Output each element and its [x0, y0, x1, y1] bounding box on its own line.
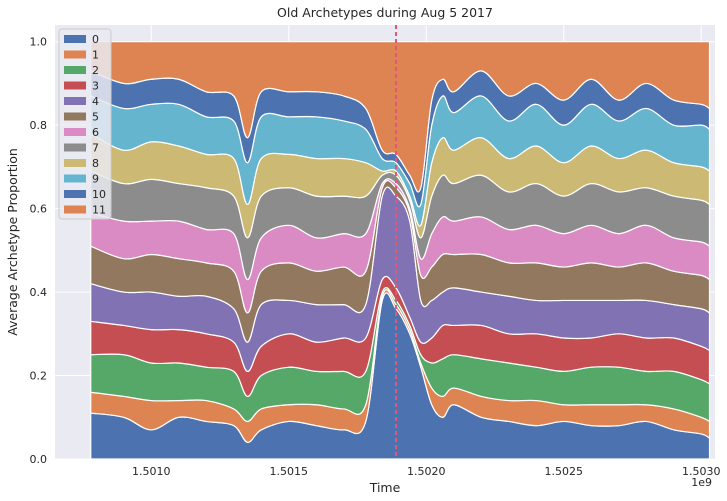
legend-swatch-10	[64, 190, 86, 198]
x-axis-ticks: 1.5010 1.5015 1.5020 1.5025 1.5030	[132, 465, 721, 478]
y-axis-label: Average Archetype Proportion	[5, 148, 20, 336]
legend-label-5: 5	[92, 111, 99, 124]
y-tick-label-5: 1.0	[30, 36, 48, 49]
y-tick-label-2: 0.4	[30, 286, 48, 299]
y-tick-label-1: 0.2	[30, 370, 48, 383]
legend-swatch-9	[64, 174, 86, 183]
x-tick-label-1: 1.5015	[270, 465, 309, 478]
legend-label-6: 6	[92, 126, 99, 139]
series-areas	[90, 41, 711, 460]
legend-label-10: 10	[92, 188, 106, 201]
legend-swatch-4	[64, 97, 86, 105]
chart-title: Old Archetypes during Aug 5 2017	[277, 5, 493, 20]
x-tick-label-3: 1.5025	[545, 465, 584, 478]
y-tick-label-3: 0.6	[30, 203, 48, 216]
legend-label-3: 3	[92, 80, 99, 93]
legend-swatch-3	[64, 81, 86, 90]
area-series-11	[90, 41, 711, 193]
legend-swatch-2	[64, 66, 86, 74]
legend-swatch-5	[64, 112, 86, 121]
legend-swatch-6	[64, 128, 86, 136]
legend-swatch-8	[64, 159, 86, 167]
y-tick-label-4: 0.8	[30, 119, 48, 132]
legend: 0 1 2 3 4 5 6 7 8 9 10 11	[58, 28, 112, 220]
legend-label-7: 7	[92, 142, 99, 155]
legend-label-2: 2	[92, 64, 99, 77]
legend-label-1: 1	[92, 49, 99, 62]
y-axis-ticks: 0.0 0.2 0.4 0.6 0.8 1.0	[30, 36, 48, 466]
legend-label-9: 9	[92, 173, 99, 186]
legend-label-0: 0	[92, 33, 99, 46]
legend-label-4: 4	[92, 95, 99, 108]
legend-label-8: 8	[92, 157, 99, 170]
x-axis-offset-label: 1e9	[691, 476, 712, 489]
legend-box	[58, 28, 112, 220]
legend-swatch-1	[64, 50, 86, 59]
legend-swatch-7	[64, 143, 86, 152]
legend-swatch-11	[64, 205, 86, 214]
x-tick-label-2: 1.5020	[407, 465, 446, 478]
x-tick-label-0: 1.5010	[132, 465, 171, 478]
legend-swatch-0	[64, 35, 86, 43]
legend-label-11: 11	[92, 204, 106, 217]
y-tick-label-0: 0.0	[30, 453, 48, 466]
x-axis-label: Time	[369, 480, 401, 495]
x-tick-label-4: 1.5030	[682, 465, 721, 478]
